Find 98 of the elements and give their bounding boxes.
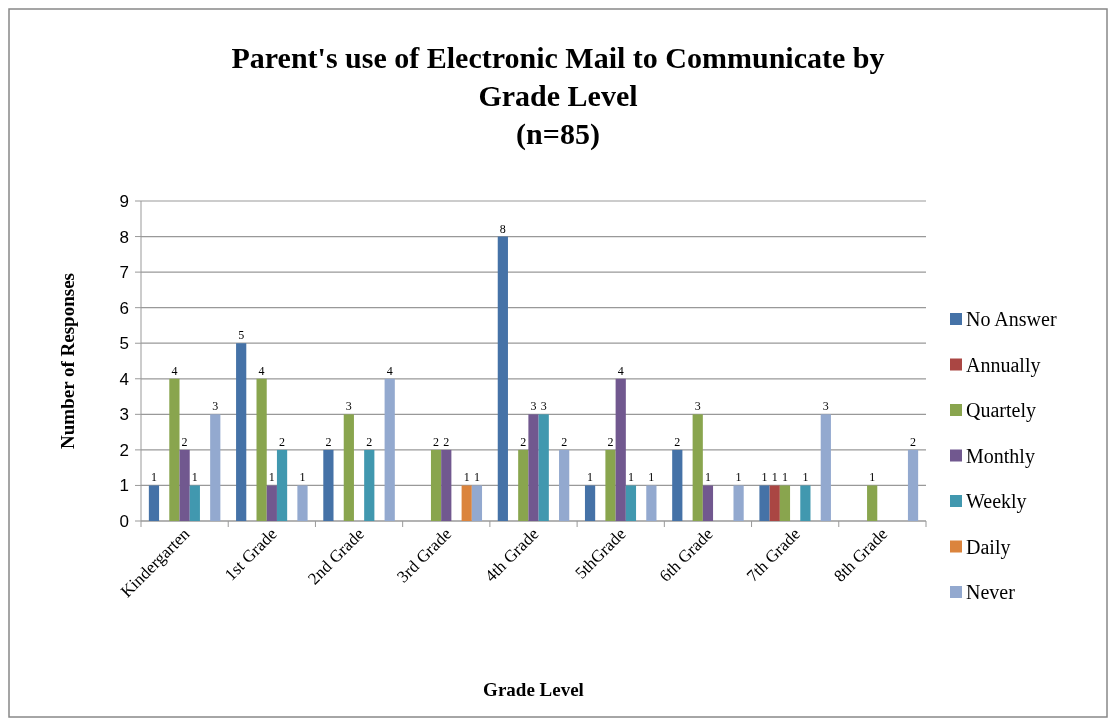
bar [179, 449, 190, 521]
bar [605, 449, 616, 521]
data-label: 2 [279, 434, 286, 449]
data-label: 1 [761, 470, 768, 485]
data-label: 1 [191, 470, 198, 485]
data-label: 2 [443, 434, 450, 449]
bar [364, 449, 375, 521]
bar [210, 414, 221, 521]
bar [820, 414, 831, 521]
data-label: 2 [433, 434, 440, 449]
data-label: 1 [463, 470, 470, 485]
data-label: 3 [822, 399, 829, 414]
data-label: 2 [674, 434, 681, 449]
bar [169, 378, 180, 521]
data-label: 1 [268, 470, 275, 485]
bar [692, 414, 703, 521]
data-label: 4 [617, 363, 624, 378]
data-label: 1 [771, 470, 778, 485]
data-label: 3 [694, 399, 701, 414]
y-tick-label: 2 [119, 440, 129, 460]
bar [584, 485, 596, 521]
chart-title: Parent's use of Electronic Mail to Communicate by Grade Level (n=85) [231, 41, 885, 151]
bar [461, 485, 472, 521]
data-label: 2 [325, 434, 332, 449]
bar [867, 485, 878, 521]
data-label: 1 [150, 470, 157, 485]
legend-label: No Answer [966, 308, 1057, 330]
y-tick-label: 4 [119, 369, 129, 389]
bar [646, 485, 657, 521]
legend-label: Weekly [966, 490, 1027, 513]
y-tick-label: 3 [119, 405, 129, 425]
bar [471, 485, 483, 521]
y-axis-title: Number of Responses [57, 273, 78, 449]
data-label: 2 [910, 434, 917, 449]
bar [276, 449, 288, 521]
legend-label: Quartely [966, 399, 1036, 422]
data-label: 1 [299, 470, 306, 485]
data-label: 2 [561, 434, 568, 449]
bar [907, 449, 919, 521]
bar [189, 485, 200, 521]
y-tick-label: 6 [119, 298, 129, 318]
legend-label: Never [966, 581, 1016, 603]
bar [769, 485, 780, 521]
bar [625, 485, 637, 521]
data-label: 1 [587, 470, 594, 485]
data-label: 1 [648, 470, 655, 485]
data-label: 4 [171, 363, 178, 378]
data-label: 5 [238, 328, 245, 343]
bar [256, 378, 267, 521]
bar [266, 485, 277, 521]
y-tick-label: 0 [119, 511, 129, 531]
data-label: 1 [869, 470, 876, 485]
bar [759, 485, 770, 521]
data-label: 3 [530, 399, 537, 414]
bar [733, 485, 744, 521]
x-axis-title: Grade Level [483, 679, 584, 700]
data-label: 1 [473, 470, 480, 485]
data-label: 1 [735, 470, 742, 485]
data-label: 3 [345, 399, 352, 414]
legend-label: Daily [966, 535, 1011, 559]
bar [441, 449, 452, 521]
data-label: 4 [386, 363, 393, 378]
data-label: 2 [366, 434, 373, 449]
y-tick-label: 7 [119, 263, 129, 283]
bar [497, 236, 508, 521]
data-label: 2 [607, 434, 614, 449]
y-tick-label: 9 [119, 191, 129, 211]
data-label: 1 [704, 470, 711, 485]
data-label: 4 [258, 363, 265, 378]
bar [528, 414, 539, 521]
bar [384, 378, 395, 521]
legend-label: Monthly [966, 444, 1035, 468]
bar [615, 378, 626, 521]
data-label: 8 [499, 221, 506, 236]
bar [559, 449, 570, 521]
data-label: 2 [520, 434, 527, 449]
bar [148, 485, 160, 521]
bar [343, 414, 354, 521]
bar [779, 485, 791, 521]
data-label: 1 [781, 470, 788, 485]
data-label: 2 [181, 434, 188, 449]
bar [672, 449, 683, 521]
bar [518, 449, 529, 521]
bar [236, 343, 247, 521]
bar [297, 485, 308, 521]
legend-label: Annually [966, 353, 1041, 377]
data-label: 3 [212, 399, 219, 414]
data-label: 3 [540, 399, 547, 414]
y-tick-label: 1 [119, 476, 129, 496]
y-tick-label: 8 [119, 227, 129, 247]
bar [538, 414, 549, 521]
data-label: 1 [627, 470, 634, 485]
data-label: 1 [802, 470, 809, 485]
bar [323, 449, 334, 521]
bar [430, 449, 442, 521]
bar [702, 485, 714, 521]
bar [800, 485, 811, 521]
y-tick-label: 5 [119, 334, 129, 354]
